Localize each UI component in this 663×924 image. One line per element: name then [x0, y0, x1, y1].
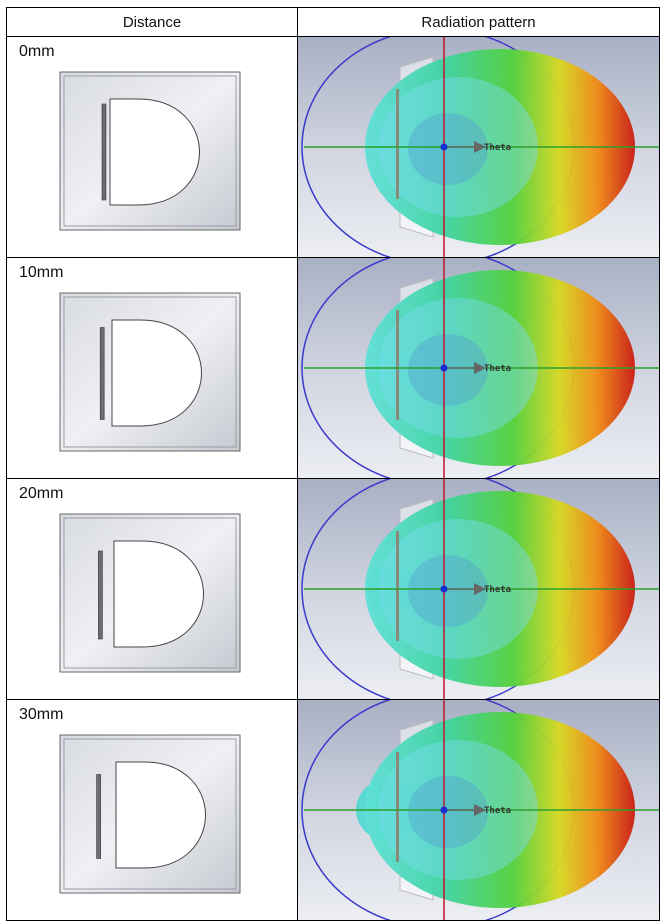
antenna-drawing: [59, 71, 241, 231]
feed-strip: [98, 550, 103, 640]
lobe-core-shade: [408, 334, 488, 406]
header-radiation-pattern: Radiation pattern: [297, 7, 660, 37]
feed-strip-3d: [396, 531, 399, 641]
feed-strip-3d: [396, 89, 399, 199]
feed-strip: [99, 327, 105, 420]
radiation-cell: ThetaPhix: [297, 699, 660, 921]
radiation-cell: ThetaPhix: [297, 257, 660, 479]
radiation-pattern-plot: ThetaPhix: [298, 700, 659, 920]
origin-point: [440, 143, 448, 151]
distance-label: 10mm: [19, 264, 64, 281]
antenna-drawing: [59, 513, 241, 673]
lobe-core-shade: [408, 776, 488, 848]
substrate-inner-border: [63, 738, 237, 890]
origin-point: [440, 585, 448, 593]
feed-strip: [101, 103, 107, 201]
distance-label: 20mm: [19, 485, 64, 502]
distance-label: 0mm: [19, 43, 55, 60]
theta-label: Theta: [484, 806, 511, 816]
antenna-drawing: [59, 292, 241, 452]
feed-strip-3d: [396, 310, 399, 420]
substrate-inner-border: [63, 296, 237, 448]
lobe-core-shade: [408, 113, 488, 185]
table-row: 20mm ThetaPhix: [6, 478, 660, 700]
lobe-core-shade: [408, 555, 488, 627]
theta-label: Theta: [484, 585, 511, 595]
radiating-patch: [115, 761, 206, 869]
distance-cell: 0mm: [6, 36, 298, 258]
table-row: 10mm ThetaPhix: [6, 257, 660, 479]
header-distance: Distance: [6, 7, 298, 37]
distance-cell: 10mm: [6, 257, 298, 479]
theta-label: Theta: [484, 364, 511, 374]
results-table: Distance Radiation pattern 0mmThetaPhix1…: [6, 7, 660, 921]
distance-cell: 30mm: [6, 699, 298, 921]
radiation-pattern-plot: ThetaPhix: [298, 479, 659, 699]
theta-label: Theta: [484, 143, 511, 153]
radiation-cell: ThetaPhix: [297, 36, 660, 258]
radiation-cell: ThetaPhix: [297, 478, 660, 700]
distance-cell: 20mm: [6, 478, 298, 700]
substrate-inner-border: [63, 75, 237, 227]
radiation-pattern-plot: ThetaPhix: [298, 37, 659, 257]
radiation-pattern-plot: ThetaPhix: [298, 258, 659, 478]
feed-strip-3d: [396, 752, 399, 862]
origin-point: [440, 364, 448, 372]
header-row: Distance Radiation pattern: [6, 7, 660, 37]
table-row: 0mm ThetaPhix: [6, 36, 660, 258]
radiating-patch: [111, 319, 202, 427]
radiating-patch: [109, 98, 200, 206]
feed-strip: [96, 774, 101, 859]
table-row: 30mm ThetaPhix: [6, 699, 660, 921]
substrate-inner-border: [63, 517, 237, 669]
origin-point: [440, 806, 448, 814]
distance-label: 30mm: [19, 706, 64, 723]
antenna-drawing: [59, 734, 241, 894]
radiating-patch: [113, 540, 204, 648]
